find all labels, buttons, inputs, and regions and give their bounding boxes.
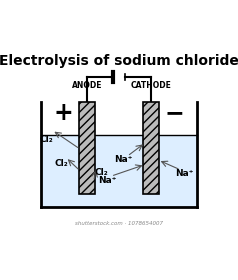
Bar: [79, 102, 94, 194]
Text: shutterstock.com · 1078654007: shutterstock.com · 1078654007: [75, 221, 163, 226]
Text: ANODE: ANODE: [72, 81, 102, 90]
Text: Cl₂: Cl₂: [54, 159, 68, 168]
Text: +: +: [54, 101, 74, 125]
Text: Na⁺: Na⁺: [175, 169, 193, 178]
Bar: [41, 135, 197, 207]
Text: −: −: [164, 101, 184, 125]
Text: CATHODE: CATHODE: [131, 81, 172, 90]
Text: Na⁺: Na⁺: [98, 176, 116, 185]
Text: Cl₂: Cl₂: [40, 135, 53, 144]
Text: Cl₂: Cl₂: [94, 168, 108, 177]
Bar: [144, 102, 159, 194]
Text: Na⁺: Na⁺: [114, 155, 133, 164]
Text: Electrolysis of sodium chloride: Electrolysis of sodium chloride: [0, 54, 238, 68]
